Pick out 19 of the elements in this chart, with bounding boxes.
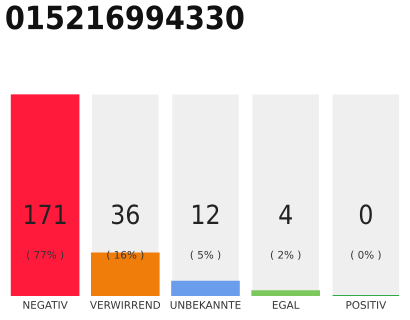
bar	[90, 252, 160, 296]
data-label: 36	[112, 204, 139, 224]
bar	[171, 280, 240, 296]
bar	[251, 290, 320, 296]
annotation: ( 2% )	[270, 250, 300, 260]
data-label: 12	[192, 204, 218, 224]
annotation: ( 5% )	[190, 250, 220, 260]
x-tick-label: UNBEKANNTE	[170, 301, 241, 309]
annotation: ( 16% )	[107, 250, 144, 260]
data-label: 0	[360, 204, 372, 224]
x-tick-label: NEGATIV	[23, 301, 68, 309]
x-tick-label: POSITIV	[346, 301, 386, 309]
x-tick-label: VERWIRREND	[90, 301, 160, 309]
annotation: ( 0% )	[351, 250, 381, 260]
annotation: ( 77% )	[27, 250, 64, 260]
x-tick-label: EGAL	[272, 301, 300, 309]
chart-title: 015216994330	[6, 5, 244, 30]
data-label: 4	[279, 204, 292, 224]
data-label: 171	[25, 204, 66, 224]
